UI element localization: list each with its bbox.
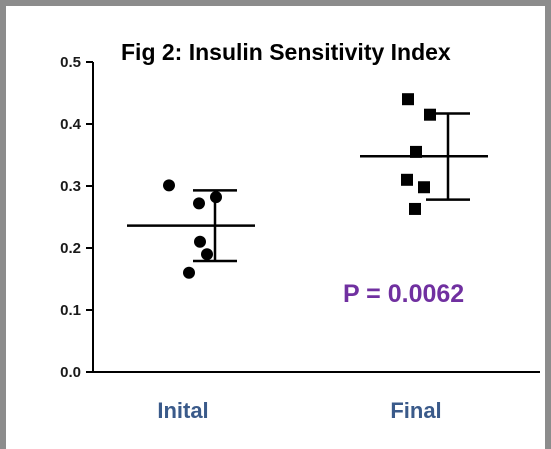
- data-point: [410, 145, 422, 158]
- data-point: [424, 108, 436, 121]
- data-point: [194, 235, 206, 248]
- y-tick-label: 0.1: [60, 302, 81, 319]
- data-point: [418, 181, 430, 194]
- data-point: [210, 191, 222, 204]
- data-group-inital: [127, 179, 255, 279]
- p-value-annotation: P = 0.0062: [343, 280, 464, 308]
- x-category-label: Inital: [157, 398, 208, 423]
- x-category-label: Final: [390, 398, 441, 423]
- y-tick-label: 0.2: [60, 240, 81, 257]
- data-point: [193, 197, 205, 210]
- data-point: [402, 93, 414, 106]
- data-point: [183, 266, 195, 279]
- data-point: [401, 173, 413, 186]
- data-point: [409, 202, 421, 215]
- y-tick-label: 0.3: [60, 178, 81, 195]
- y-axis-ticks: 0.0 0.1 0.2 0.3 0.4 0.5: [60, 54, 93, 381]
- y-tick-label: 0.5: [60, 54, 81, 71]
- data-point: [201, 248, 213, 261]
- data-point: [163, 179, 175, 192]
- data-group-final: [360, 93, 488, 215]
- y-tick-label: 0.0: [60, 364, 81, 381]
- y-tick-label: 0.4: [60, 116, 82, 133]
- data-groups: [127, 93, 488, 279]
- chart-title: Fig 2: Insulin Sensitivity Index: [121, 39, 451, 65]
- x-axis-categories: Inital Final: [157, 398, 441, 423]
